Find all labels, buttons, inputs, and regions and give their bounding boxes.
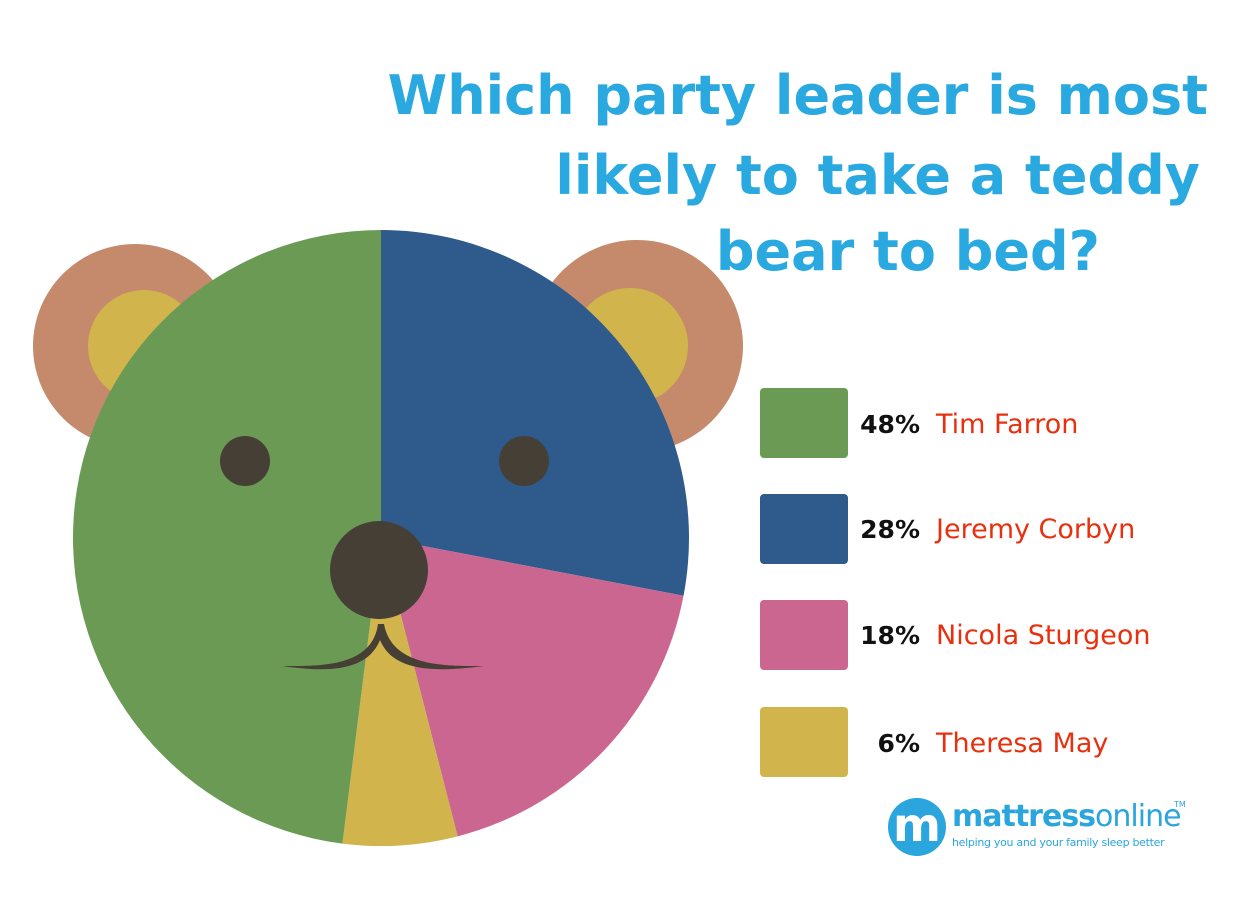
pie-slices [73,230,689,846]
pie-slice-tim-farron [73,230,382,844]
pie-slice-jeremy-corbyn [381,230,689,596]
logo-trademark: TM [1174,800,1186,809]
legend-percent-nicola-sturgeon: 18% [860,621,920,650]
logo-m-icon: m [888,798,946,856]
logo-word-light: online [1095,799,1182,834]
bear-mouth [282,624,484,670]
legend-swatch-nicola-sturgeon [760,600,848,670]
chart-title-line-3: bear to bed? [715,220,1100,283]
chart-title-line-1: Which party leader is most [387,64,1208,127]
legend-percent-jeremy-corbyn: 28% [860,515,920,544]
legend-label-tim-farron: Tim Farron [936,409,1079,440]
chart-title-line-2: likely to take a teddy [555,144,1200,207]
legend-label-jeremy-corbyn: Jeremy Corbyn [936,514,1136,545]
mattressonline-logo: m mattressonline TM helping you and your… [888,798,1188,858]
legend-swatch-jeremy-corbyn [760,494,848,564]
legend-percent-tim-farron: 48% [860,410,920,439]
legend-swatch-tim-farron [760,388,848,458]
bear-nose [330,521,428,619]
legend-swatch-theresa-may [760,707,848,777]
left-eye [220,436,270,486]
logo-tagline: helping you and your family sleep better [952,836,1165,849]
pie-slice-nicola-sturgeon [381,538,684,837]
bear-face [220,436,549,670]
legend-label-nicola-sturgeon: Nicola Sturgeon [936,620,1151,651]
legend-percent-theresa-may: 6% [877,729,920,758]
pie-slice-theresa-may [342,538,458,846]
right-eye [499,436,549,486]
logo-word-bold: mattress [952,799,1096,834]
legend-label-theresa-may: Theresa May [936,728,1109,759]
logo-wordmark: mattressonline [952,799,1182,834]
